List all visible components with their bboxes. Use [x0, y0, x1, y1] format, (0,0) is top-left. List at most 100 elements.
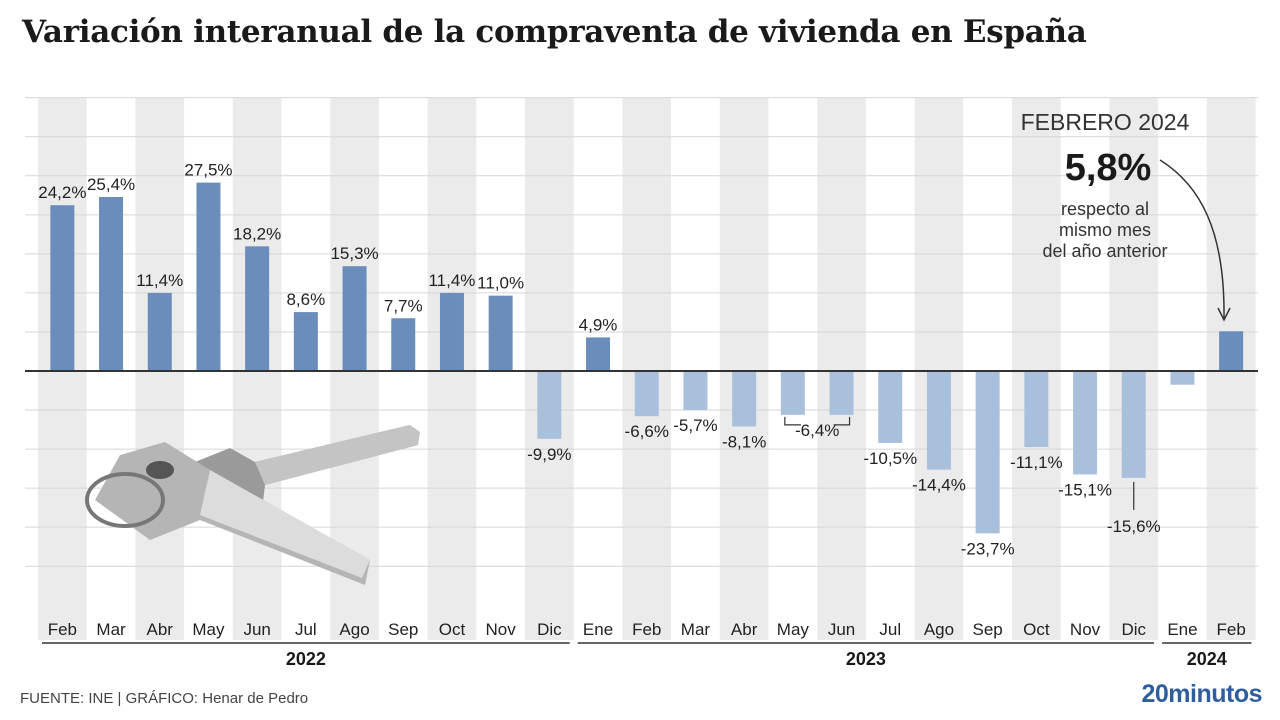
bar-feb-0: [50, 205, 75, 371]
bar-dic-22: [1121, 371, 1146, 478]
callout-arrow: [1159, 159, 1225, 319]
month-label: Jun: [828, 620, 855, 639]
bar-abr-14: [732, 371, 757, 427]
month-label: Feb: [48, 620, 77, 639]
month-label: Nov: [486, 620, 517, 639]
month-label: Dic: [1121, 620, 1146, 639]
month-label: Dic: [537, 620, 562, 639]
value-label: -15,6%: [1107, 517, 1161, 536]
value-label: -23,7%: [961, 539, 1015, 558]
value-label: 8,6%: [286, 290, 325, 309]
callout-note-line-1: respecto al: [1061, 199, 1149, 219]
month-label: Jul: [295, 620, 317, 639]
bar-ene-23: [1170, 371, 1195, 385]
bar-ago-18: [926, 371, 951, 470]
month-label: Mar: [681, 620, 711, 639]
bar-ene-11: [586, 337, 611, 371]
bars: [50, 182, 1244, 534]
value-label: 27,5%: [184, 161, 232, 180]
value-label: 11,4%: [428, 271, 475, 290]
month-label: Ago: [339, 620, 369, 639]
month-label: Abr: [147, 620, 174, 639]
value-label: 15,3%: [330, 244, 378, 263]
month-label: Ene: [583, 620, 613, 639]
callout-period: FEBRERO 2024: [1021, 109, 1190, 135]
keys-illustration: [85, 425, 420, 585]
brand-logo: 20minutos: [1141, 680, 1262, 708]
value-label: -9,9%: [527, 445, 571, 464]
column-stripe: [525, 98, 574, 640]
month-label: Abr: [731, 620, 758, 639]
month-label: Feb: [632, 620, 661, 639]
bracket-right: [833, 416, 851, 426]
bar-may-15: [780, 371, 805, 415]
value-label: -5,7%: [673, 416, 717, 435]
bar-jun-4: [245, 246, 270, 371]
bar-sep-19: [975, 371, 1000, 534]
bracket-left: [784, 416, 801, 426]
column-stripe: [1109, 98, 1159, 640]
callout: FEBRERO 2024 5,8% respecto al mismo mes …: [1021, 109, 1231, 322]
month-label: May: [777, 620, 810, 639]
key-blade-back: [255, 425, 420, 485]
bar-ago-6: [342, 266, 367, 371]
bar-mar-13: [683, 371, 708, 411]
month-label: Ago: [924, 620, 954, 639]
column-stripe: [719, 98, 769, 640]
month-label: Jul: [879, 620, 901, 639]
value-label: 18,2%: [233, 224, 281, 243]
bar-dic-10: [537, 371, 562, 439]
column-stripe: [622, 98, 672, 640]
value-label: 11,0%: [477, 274, 524, 293]
year-label: 2023: [846, 649, 886, 669]
key-ring: [85, 472, 165, 528]
column-stripe: [817, 98, 866, 640]
month-label: Jun: [243, 620, 270, 639]
bar-jul-17: [878, 371, 903, 443]
value-label: -6,6%: [625, 422, 669, 441]
value-label: -10,5%: [863, 449, 917, 468]
value-label: 4,9%: [579, 315, 618, 334]
bar-feb-12: [634, 371, 659, 417]
month-label: Feb: [1217, 620, 1246, 639]
bar-jul-5: [293, 312, 318, 371]
bar-oct-8: [439, 292, 464, 371]
month-label: Oct: [1023, 620, 1050, 639]
callout-arrowhead: [1217, 307, 1231, 322]
value-label: -6,4%: [795, 421, 839, 440]
label-brackets: [784, 416, 1135, 510]
callout-value: 5,8%: [1065, 147, 1152, 189]
value-label: 11,4%: [136, 271, 183, 290]
value-label: 25,4%: [87, 175, 135, 194]
year-label: 2022: [286, 649, 326, 669]
key-hole: [146, 461, 174, 479]
bar-feb-24: [1219, 331, 1244, 371]
bar-mar-1: [99, 197, 124, 371]
callout-note-line-3: del año anterior: [1042, 241, 1167, 261]
callout-note-line-2: mismo mes: [1059, 220, 1151, 240]
bar-nov-9: [488, 295, 513, 371]
bar-nov-21: [1073, 371, 1098, 475]
year-axis: 2022 2023 2024: [42, 642, 1252, 669]
month-label: Oct: [439, 620, 466, 639]
source-note: FUENTE: INE | GRÁFICO: Henar de Pedro: [20, 690, 309, 707]
value-label: 7,7%: [384, 296, 423, 315]
bar-sep-7: [391, 318, 416, 371]
bar-may-3: [196, 182, 221, 371]
value-labels: 24,2% 25,4% 11,4% 27,5% 18,2% 8,6% 15,3% 7,7% 11…: [38, 161, 1160, 559]
month-labels: Feb Mar Abr May Jun Jul Ago Sep Oct Nov Dic Ene Feb M…: [48, 620, 1246, 639]
value-label: -8,1%: [722, 432, 766, 451]
column-stripe: [914, 98, 964, 640]
value-label: -11,1%: [1010, 453, 1063, 472]
month-label: Ene: [1167, 620, 1197, 639]
key-blade-front: [200, 470, 370, 578]
column-stripe: [1012, 98, 1061, 640]
bar-oct-20: [1024, 371, 1049, 448]
value-label: -15,1%: [1058, 480, 1112, 499]
month-label: Mar: [96, 620, 126, 639]
year-label: 2024: [1187, 649, 1227, 669]
bar-jun-16: [829, 371, 854, 415]
month-label: Sep: [973, 620, 1003, 639]
month-label: Sep: [388, 620, 418, 639]
